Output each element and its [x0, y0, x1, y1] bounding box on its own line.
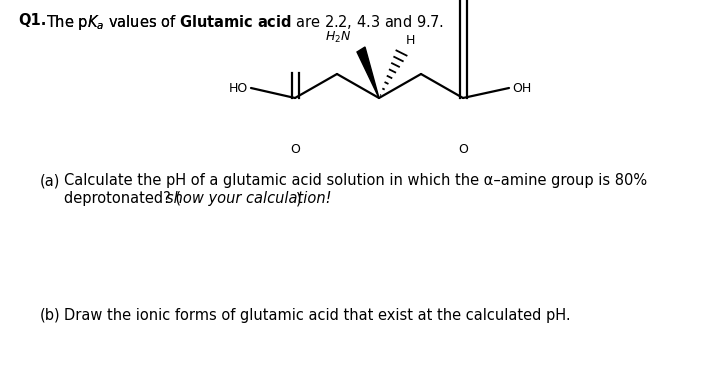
Text: Draw the ionic forms of glutamic acid that exist at the calculated pH.: Draw the ionic forms of glutamic acid th… — [64, 308, 571, 323]
Text: OH: OH — [512, 81, 531, 95]
Text: Q1.: Q1. — [18, 13, 46, 28]
Text: O: O — [290, 143, 300, 156]
Text: O: O — [458, 143, 468, 156]
Polygon shape — [357, 47, 379, 98]
Text: ): ) — [296, 191, 302, 206]
Text: (b): (b) — [40, 308, 60, 323]
Text: The p$K_a$ values of $\bf{Glutamic\ acid}$ are 2.2, 4.3 and 9.7.: The p$K_a$ values of $\bf{Glutamic\ acid… — [46, 13, 444, 32]
Text: Calculate the pH of a glutamic acid solution in which the α–amine group is 80%: Calculate the pH of a glutamic acid solu… — [64, 173, 647, 188]
Text: show your calculation!: show your calculation! — [166, 191, 331, 206]
Text: The p$K_a$ values of: The p$K_a$ values of — [46, 13, 176, 32]
Text: deprotonated? (: deprotonated? ( — [64, 191, 181, 206]
Text: HO: HO — [229, 81, 248, 95]
Text: H: H — [406, 34, 415, 47]
Text: $H_2N$: $H_2N$ — [325, 30, 351, 45]
Text: (a): (a) — [40, 173, 60, 188]
